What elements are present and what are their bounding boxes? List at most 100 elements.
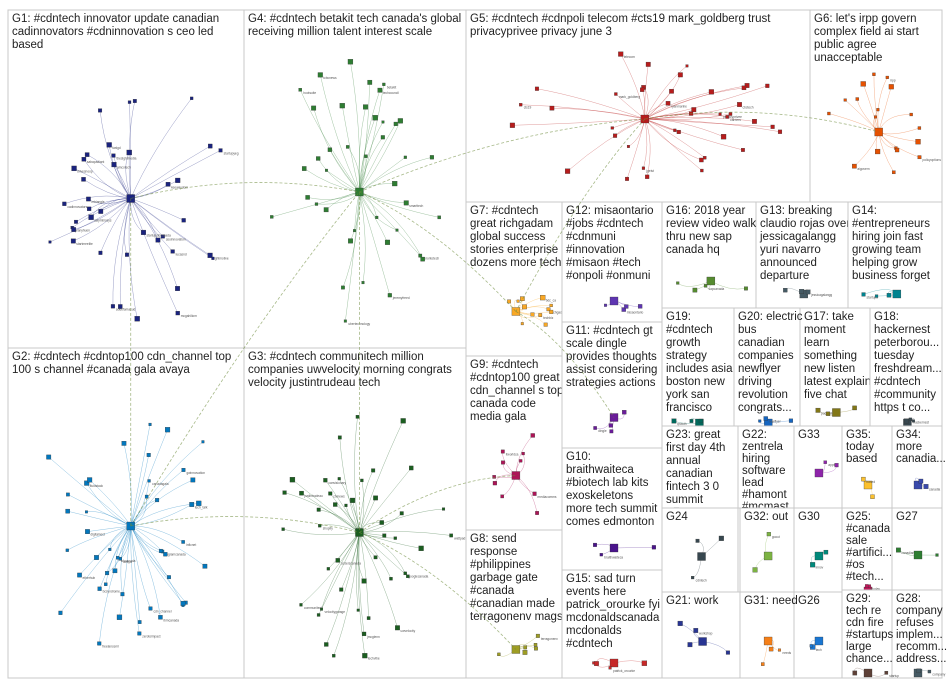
- vertex-node[interactable]: [366, 616, 371, 620]
- vertex-node[interactable]: [356, 608, 360, 612]
- vertex-node[interactable]: [927, 669, 932, 674]
- vertex-node[interactable]: [522, 650, 528, 655]
- vertex-node[interactable]: [874, 294, 879, 298]
- vertex-node[interactable]: [492, 481, 497, 486]
- vertex-node[interactable]: [788, 418, 793, 423]
- vertex-node[interactable]: [392, 181, 398, 187]
- hub-node[interactable]: [814, 636, 824, 646]
- vertex-node[interactable]: [127, 100, 132, 104]
- vertex-node[interactable]: [645, 61, 651, 67]
- hub-node[interactable]: [863, 668, 873, 678]
- vertex-node[interactable]: [94, 555, 99, 560]
- vertex-node[interactable]: [270, 215, 274, 219]
- vertex-node[interactable]: [894, 147, 900, 153]
- vertex-node[interactable]: [339, 587, 344, 592]
- vertex-node[interactable]: [519, 459, 523, 463]
- vertex-node[interactable]: [316, 156, 321, 161]
- vertex-node[interactable]: [823, 460, 827, 464]
- vertex-node[interactable]: [71, 165, 77, 172]
- vertex-node[interactable]: [535, 511, 539, 515]
- vertex-node[interactable]: [885, 75, 889, 79]
- hub-node[interactable]: [832, 408, 841, 417]
- vertex-node[interactable]: [379, 520, 384, 525]
- vertex-node[interactable]: [886, 293, 892, 298]
- vertex-node[interactable]: [497, 652, 501, 657]
- vertex-node[interactable]: [372, 115, 378, 121]
- vertex-node[interactable]: [691, 576, 695, 580]
- vertex-node[interactable]: [564, 168, 571, 174]
- vertex-node[interactable]: [500, 494, 504, 499]
- vertex-node[interactable]: [852, 405, 857, 411]
- vertex-node[interactable]: [626, 145, 630, 148]
- vertex-node[interactable]: [332, 654, 336, 658]
- vertex-node[interactable]: [744, 83, 750, 88]
- vertex-node[interactable]: [876, 108, 880, 112]
- vertex-node[interactable]: [382, 533, 387, 538]
- vertex-node[interactable]: [677, 620, 683, 626]
- vertex-node[interactable]: [74, 219, 78, 224]
- vertex-node[interactable]: [65, 548, 69, 552]
- vertex-node[interactable]: [325, 168, 328, 172]
- vertex-node[interactable]: [593, 426, 597, 430]
- vertex-node[interactable]: [339, 103, 345, 109]
- vertex-node[interactable]: [111, 153, 116, 158]
- vertex-node[interactable]: [337, 435, 342, 440]
- vertex-node[interactable]: [549, 309, 554, 314]
- vertex-node[interactable]: [687, 642, 693, 648]
- hub-node[interactable]: [913, 480, 923, 490]
- vertex-node[interactable]: [140, 229, 146, 235]
- vertex-node[interactable]: [917, 155, 922, 160]
- hub-node[interactable]: [814, 551, 824, 561]
- vertex-node[interactable]: [146, 453, 151, 457]
- vertex-node[interactable]: [97, 586, 102, 591]
- vertex-node[interactable]: [825, 411, 831, 416]
- vertex-node[interactable]: [347, 59, 354, 65]
- vertex-node[interactable]: [87, 477, 93, 483]
- vertex-node[interactable]: [116, 614, 123, 620]
- vertex-node[interactable]: [870, 494, 875, 499]
- vertex-node[interactable]: [406, 574, 410, 578]
- vertex-node[interactable]: [134, 316, 140, 322]
- vertex-node[interactable]: [84, 480, 90, 486]
- vertex-node[interactable]: [625, 176, 629, 181]
- vertex-node[interactable]: [326, 567, 330, 571]
- vertex-node[interactable]: [165, 427, 171, 433]
- vertex-node[interactable]: [669, 88, 674, 94]
- vertex-node[interactable]: [501, 460, 505, 465]
- vertex-node[interactable]: [70, 238, 76, 244]
- vertex-node[interactable]: [316, 613, 321, 617]
- vertex-node[interactable]: [180, 600, 186, 606]
- vertex-node[interactable]: [62, 201, 67, 206]
- vertex-node[interactable]: [752, 119, 757, 124]
- vertex-node[interactable]: [699, 157, 704, 163]
- vertex-node[interactable]: [345, 145, 350, 149]
- vertex-node[interactable]: [613, 133, 618, 138]
- vertex-node[interactable]: [520, 322, 524, 326]
- vertex-node[interactable]: [665, 101, 671, 106]
- vertex-node[interactable]: [533, 643, 538, 647]
- vertex-node[interactable]: [534, 86, 539, 91]
- vertex-node[interactable]: [523, 645, 528, 650]
- vertex-node[interactable]: [805, 289, 811, 295]
- vertex-node[interactable]: [320, 607, 323, 611]
- vertex-node[interactable]: [126, 149, 132, 156]
- vertex-node[interactable]: [915, 139, 921, 145]
- vertex-node[interactable]: [118, 304, 123, 309]
- vertex-node[interactable]: [393, 536, 397, 540]
- vertex-node[interactable]: [377, 87, 383, 93]
- vertex-node[interactable]: [867, 584, 872, 588]
- vertex-node[interactable]: [86, 196, 91, 202]
- vertex-node[interactable]: [132, 99, 137, 103]
- vertex-node[interactable]: [361, 631, 367, 637]
- vertex-node[interactable]: [393, 121, 398, 126]
- vertex-node[interactable]: [58, 610, 63, 615]
- vertex-node[interactable]: [703, 284, 708, 288]
- vertex-node[interactable]: [124, 252, 129, 257]
- vertex-node[interactable]: [137, 631, 142, 636]
- vertex-node[interactable]: [314, 202, 319, 206]
- vertex-node[interactable]: [158, 615, 163, 620]
- vertex-node[interactable]: [549, 303, 553, 308]
- vertex-node[interactable]: [622, 410, 627, 415]
- vertex-node[interactable]: [387, 293, 392, 298]
- vertex-node[interactable]: [175, 177, 181, 183]
